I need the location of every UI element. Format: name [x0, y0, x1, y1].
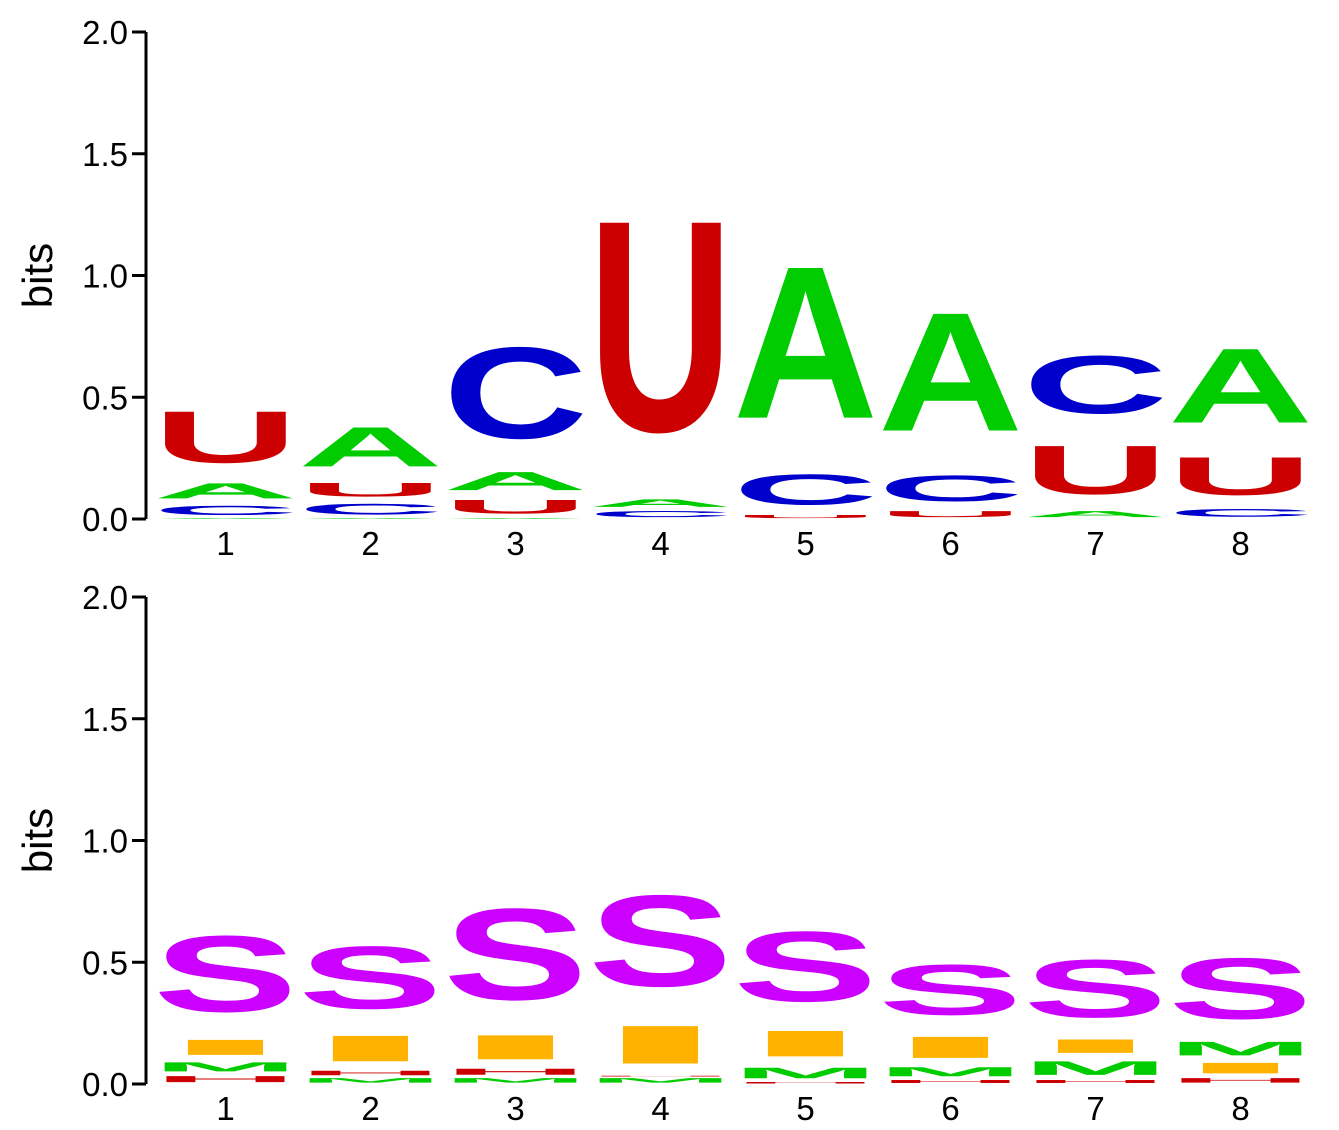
- logo-letter-M: M: [153, 1060, 298, 1075]
- logo-letter-A: A: [298, 415, 443, 478]
- x-tick-label: 4: [651, 1090, 669, 1127]
- logo-letter-U: U: [298, 479, 443, 501]
- x-tick-label: 6: [941, 525, 959, 562]
- logo-letter-H: H: [298, 1069, 443, 1076]
- x-tick-label: 5: [796, 1090, 814, 1127]
- x-tick-label: 4: [651, 525, 669, 562]
- logo-letter-A: A: [1023, 509, 1168, 519]
- y-tick-label: 1.5: [82, 136, 128, 173]
- x-tick-label: 5: [796, 525, 814, 562]
- logo-letter-S: S: [153, 913, 298, 1034]
- x-tick-label: 1: [216, 525, 234, 562]
- logo-letter-U: U: [1023, 431, 1168, 509]
- logo-letter-M: M: [733, 1065, 878, 1082]
- logo-letter-S: S: [1023, 942, 1168, 1034]
- logo-letter-U: U: [1168, 446, 1313, 507]
- logo-letter-M: M: [1168, 1038, 1313, 1060]
- logo-letter-A: A: [878, 278, 1023, 467]
- y-tick-label: 1.0: [82, 258, 128, 295]
- logo-letter-S: S: [588, 868, 733, 1014]
- logo-letter-I: I: [733, 1023, 878, 1064]
- logo-letter-A: A: [443, 518, 588, 519]
- logo-letter-A: A: [153, 479, 298, 503]
- x-tick-label: 7: [1086, 1090, 1104, 1127]
- logo-letter-H: H: [1023, 1079, 1168, 1084]
- logo-letter-I: I: [878, 1030, 1023, 1064]
- y-tick-label: 0.0: [82, 501, 128, 538]
- y-tick-label: 2.0: [82, 579, 128, 616]
- x-tick-label: 3: [506, 525, 524, 562]
- logo-letter-C: C: [588, 509, 733, 519]
- y-tick-label: 1.5: [82, 701, 128, 738]
- logo-letter-S: S: [733, 911, 878, 1023]
- logo-letter-C: C: [1023, 338, 1168, 431]
- logo-letter-C: C: [153, 503, 298, 518]
- y-tick-label: 1.0: [82, 823, 128, 860]
- logo-letter-S: S: [878, 950, 1023, 1030]
- logo-letter-M: M: [588, 1077, 733, 1084]
- y-tick-label: 0.5: [82, 944, 128, 981]
- y-axis-title: bits: [14, 808, 61, 873]
- x-tick-label: 1: [216, 1090, 234, 1127]
- logo-letter-I: I: [588, 1014, 733, 1075]
- logo-letter-S: S: [443, 881, 588, 1027]
- logo-letter-I: I: [443, 1028, 588, 1067]
- x-tick-label: 6: [941, 1090, 959, 1127]
- logo-letter-U: U: [733, 514, 878, 519]
- logo-letter-M: M: [443, 1077, 588, 1084]
- logo-letter-C: C: [1168, 507, 1313, 519]
- y-tick-label: 0.0: [82, 1066, 128, 1103]
- logo-letter-C: C: [878, 468, 1023, 509]
- logo-letter-A: A: [733, 222, 878, 464]
- logo-letter-C: C: [443, 320, 588, 466]
- logo-letter-H: H: [733, 1082, 878, 1084]
- x-tick-label: 2: [361, 525, 379, 562]
- logo-letter-A: A: [588, 497, 733, 509]
- logo-letter-I: I: [298, 1028, 443, 1069]
- y-axis-title: bits: [14, 243, 61, 308]
- logo-letter-U: U: [878, 509, 1023, 519]
- x-tick-label: 2: [361, 1090, 379, 1127]
- logo-letter-H: H: [443, 1067, 588, 1077]
- logo-letter-H: H: [878, 1079, 1023, 1084]
- logo-letter-I: I: [1023, 1035, 1168, 1057]
- y-tick-label: 2.0: [82, 14, 128, 51]
- logo-letter-A: A: [298, 518, 443, 519]
- logo-letter-M: M: [878, 1065, 1023, 1080]
- logo-letter-C: C: [733, 465, 878, 514]
- logo-letter-S: S: [298, 928, 443, 1027]
- x-tick-label: 7: [1086, 525, 1104, 562]
- logo-letter-C: C: [298, 501, 443, 518]
- logo-letter-U: U: [588, 158, 733, 495]
- logo-letter-M: M: [1023, 1057, 1168, 1079]
- x-tick-label: 3: [506, 1090, 524, 1127]
- logo-letter-H: H: [1168, 1077, 1313, 1084]
- x-tick-label: 8: [1231, 1090, 1249, 1127]
- logo-letter-S: S: [1168, 940, 1313, 1037]
- x-tick-label: 8: [1231, 525, 1249, 562]
- logo-letter-U: U: [443, 496, 588, 518]
- logo-letter-I: I: [1168, 1060, 1313, 1077]
- logo-letter-H: H: [153, 1074, 298, 1084]
- logo-letter-M: M: [298, 1077, 443, 1084]
- logo-letter-A: A: [443, 467, 588, 496]
- logo-letter-I: I: [153, 1035, 298, 1059]
- logo-letter-A: A: [153, 518, 298, 519]
- y-tick-label: 0.5: [82, 379, 128, 416]
- logo-letter-A: A: [1168, 327, 1313, 446]
- logo-letter-U: U: [153, 396, 298, 479]
- logo-letter-H: H: [588, 1075, 733, 1076]
